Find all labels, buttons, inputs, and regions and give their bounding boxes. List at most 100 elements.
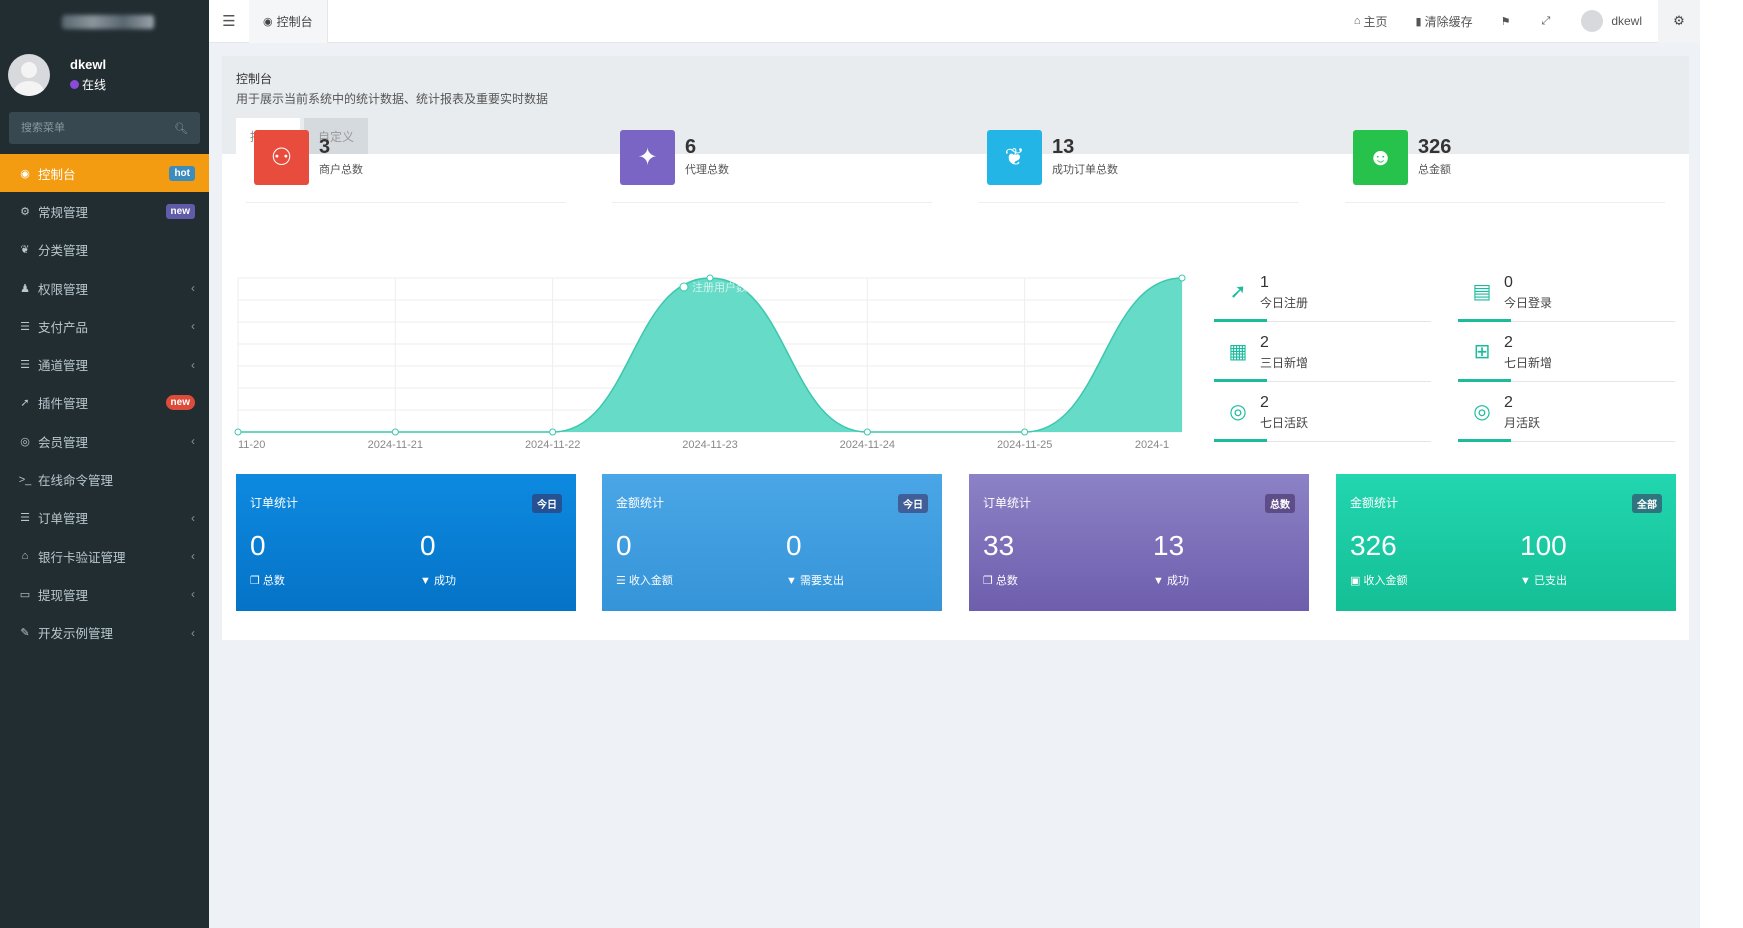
bank-icon: ⌂ [21,550,29,563]
sidebar-item-withdraw[interactable]: ▭ 提现管理 ‹ [0,575,209,613]
sidebar-item-order[interactable]: ☰ 订单管理 ‹ [0,499,209,537]
x-tick-label: 2024-11-25 [997,439,1052,451]
mini-stat-label: 七日新增 [1504,356,1553,370]
chevron-left-icon: ‹ [191,510,195,525]
sidebar-item-category[interactable]: ❦ 分类管理 [0,231,209,269]
settings-button[interactable]: ⚙ [1658,0,1700,43]
magic-icon: ✦ [620,130,675,185]
sidebar-item-general[interactable]: ⚙ 常规管理 new [0,192,209,230]
sidebar-item-dashboard[interactable]: ◉ 控制台 hot [0,154,209,193]
sidebar: dkewl 在线 🔍︎ ◉ 控制台 hot ⚙ 常规管理 new ❦ 分类管理 ♟ 权限管理… [0,0,209,928]
card-badge: 今日 [898,494,928,513]
card-amount-all: 金额统计 全部 326 100 ▣ 收入金额 ▼ 已支出 [1336,474,1676,611]
stat-amount: ☻ 326 总金额 [1345,130,1665,203]
calendar-icon: ▦ [1228,341,1248,363]
sidebar-item-label: 插件管理 [38,397,89,412]
chevron-left-icon: ‹ [191,357,195,372]
language-button[interactable]: ⚑ [1501,15,1514,28]
user-name: dkewl [1611,14,1642,28]
card-label-text: 总数 [262,575,285,587]
mini-stat-label: 月活跃 [1504,416,1541,430]
tab-dashboard[interactable]: ◉ 控制台 [249,0,328,43]
mini-stat-today-login: ▤ 0 今日登录 [1458,272,1675,322]
card-value-1: 326 [1350,530,1397,561]
card-label-2: ▼ 需要支出 [786,572,844,588]
sidebar-item-plugin[interactable]: ➚ 插件管理 new [0,384,209,422]
data-point [863,428,871,436]
stat-value: 3 [319,136,331,158]
sidebar-item-example[interactable]: ✎ 开发示例管理 ‹ [0,614,209,652]
mini-stat-value: 1 [1260,274,1269,291]
mini-stat-label: 三日新增 [1260,356,1309,370]
card-value-1: 33 [983,530,1015,561]
card-title: 订单统计 [250,496,299,510]
mini-stat-seven-active: ◎ 2 七日活跃 [1214,392,1431,442]
data-point [1021,428,1029,436]
fullscreen-button[interactable]: ⤢ [1542,15,1554,28]
card-order-total: 订单统计 总数 33 13 ❐ 总数 ▼ 成功 [969,474,1309,611]
stat-label: 代理总数 [685,164,729,176]
sidebar-item-member[interactable]: ◎ 会员管理 ‹ [0,422,209,460]
mini-stat-three-day: ▦ 2 三日新增 [1214,332,1431,382]
menu-toggle-icon[interactable]: ☰ [222,13,236,30]
stat-value: 13 [1052,136,1075,158]
user-circle-icon: ◎ [20,435,30,448]
card-badge: 今日 [532,494,562,513]
series-line [237,277,1183,433]
card-value-2: 100 [1520,530,1567,561]
fullscreen-icon: ⤢ [1541,14,1551,27]
sidebar-item-channel[interactable]: ☰ 通道管理 ‹ [0,345,209,383]
sidebar-item-bankcard[interactable]: ⌂ 银行卡验证管理 ‹ [0,537,209,575]
cogs-icon: ⚙ [1673,13,1685,28]
mini-stat-bar [1214,439,1267,442]
card-title: 金额统计 [1350,496,1399,510]
sidebar-item-auth[interactable]: ♟ 权限管理 ‹ [0,269,209,307]
terminal-icon: >_ [18,473,32,486]
card-badge: 总数 [1265,494,1295,513]
legend-marker [679,282,689,292]
sidebar-item-label: 支付产品 [38,320,89,335]
clear-cache-button[interactable]: ▮ 清除缓存 [1416,13,1473,30]
stat-agents: ✦ 6 代理总数 [612,130,932,203]
mini-stat-value: 0 [1504,274,1513,291]
clear-cache-label: 清除缓存 [1424,14,1473,29]
menu-search-input[interactable] [21,122,161,134]
card-label-1: ▣ 收入金额 [1350,572,1407,588]
card-value-1: 0 [616,530,632,561]
search-icon[interactable]: 🔍︎ [174,122,188,135]
card-title: 订单统计 [983,496,1032,510]
calendar-plus-icon: ⊞ [1473,341,1491,363]
mini-stat-bar [1458,379,1511,382]
card-badge: 全部 [1632,494,1662,513]
id-card-icon: ▤ [1472,281,1492,303]
users-icon: ⚇ [254,130,309,185]
stat-label: 总金额 [1418,164,1451,176]
page-description: 用于展示当前系统中的统计数据、统计报表及重要实时数据 [236,92,549,106]
user-icon: ☻ [1353,130,1408,185]
user-menu[interactable]: dkewl [1581,10,1642,32]
chevron-left-icon: ‹ [191,549,195,564]
sidebar-item-label: 订单管理 [38,512,89,527]
tab-label: 控制台 [276,14,313,29]
card-label-text: 收入金额 [1363,575,1408,587]
page-title: 控制台 [236,72,273,86]
x-tick-label: 2024-1 [1135,439,1169,451]
sidebar-item-label: 控制台 [38,167,76,182]
sidebar-item-pay-product[interactable]: ☰ 支付产品 ‹ [0,307,209,345]
home-link[interactable]: ⌂ 主页 [1354,13,1388,30]
data-point [706,274,714,282]
stat-value: 6 [685,136,697,158]
sidebar-item-command[interactable]: >_ 在线命令管理 [0,460,209,498]
tab-custom[interactable]: 自定义 [304,118,369,154]
x-tick-label: 2024-11-24 [840,439,895,451]
rocket-icon: ➚ [1229,281,1247,303]
card-label-1: ❐ 总数 [983,572,1018,588]
card-label-2: ▼ 已支出 [1520,572,1567,588]
menu-search: 🔍︎ [9,112,200,144]
dashboard-icon: ◉ [20,167,30,180]
mini-stat-seven-day: ⊞ 2 七日新增 [1458,332,1675,382]
card-label-1: ❐ 总数 [250,572,285,588]
card-value-1: 0 [250,530,266,561]
logo[interactable] [0,0,209,44]
user-circle-icon: ◎ [1473,401,1491,423]
